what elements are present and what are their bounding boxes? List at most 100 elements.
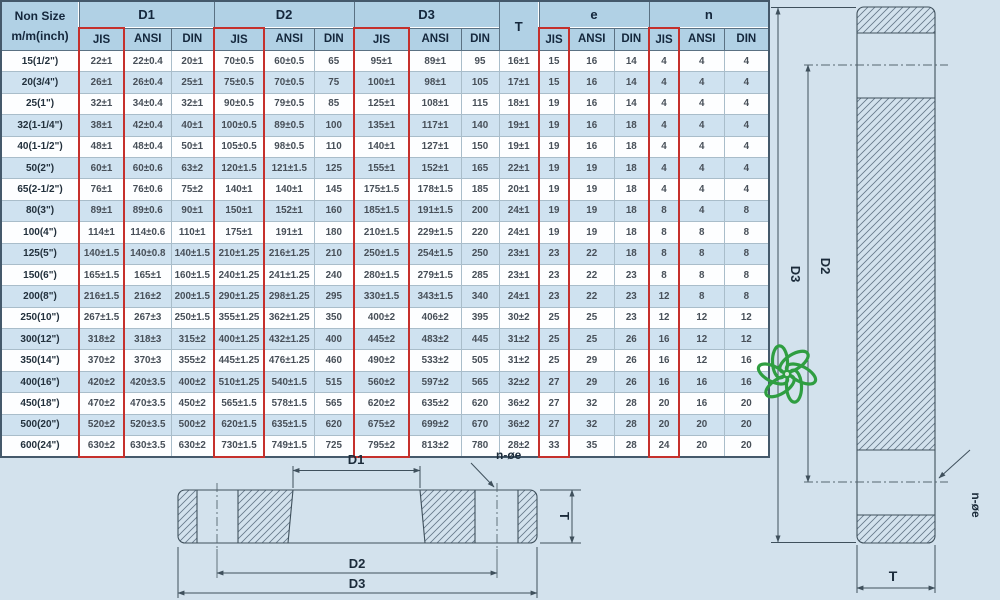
cell-d1-jis: 32±1 xyxy=(78,92,125,116)
cell-d3-din: 165 xyxy=(460,156,500,180)
cell-d3-ansi: 813±2 xyxy=(408,435,462,458)
cell-n-jis: 4 xyxy=(648,114,681,137)
cell-e-ansi: 19 xyxy=(568,178,615,201)
cell-d1-din: 20±1 xyxy=(170,49,215,73)
cell-d2-din: 180 xyxy=(313,221,355,244)
cell-e-din: 26 xyxy=(613,370,650,394)
cell-d3-jis: 250±1.5 xyxy=(353,242,410,265)
cell-d3-jis: 280±1.5 xyxy=(353,263,410,287)
cell-d2-jis: 400±1.25 xyxy=(213,328,265,351)
cell-n-jis: 16 xyxy=(648,370,681,394)
sub-header-e-ansi: ANSI xyxy=(568,27,615,51)
cell-d3-ansi: 254±1.5 xyxy=(408,242,462,265)
cell-d2-jis: 565±1.5 xyxy=(213,392,265,415)
cell-n-din: 8 xyxy=(723,221,770,244)
cell-d3-din: 95 xyxy=(460,49,500,73)
cell-d3-din: 200 xyxy=(460,199,500,223)
cell-d3-din: 670 xyxy=(460,413,500,437)
cell-d2-jis: 620±1.5 xyxy=(213,413,265,437)
cell-d1-jis: 48±1 xyxy=(78,135,125,158)
cell-d1-ansi: 420±3.5 xyxy=(123,370,172,394)
cell-d1-din: 160±1.5 xyxy=(170,263,215,287)
cell-d3-jis: 185±1.5 xyxy=(353,199,410,223)
hatch-regions xyxy=(857,7,935,543)
cell-d2-jis: 290±1.25 xyxy=(213,285,265,308)
cell-d3-jis: 560±2 xyxy=(353,370,410,394)
cell-d3-ansi: 343±1.5 xyxy=(408,285,462,308)
cell-n-jis: 4 xyxy=(648,178,681,201)
cell-d2-ansi: 70±0.5 xyxy=(263,71,315,94)
cell-n-din: 4 xyxy=(723,135,770,158)
cell-e-jis: 15 xyxy=(538,71,570,94)
cell-d2-din: 145 xyxy=(313,178,355,201)
cell-e-din: 26 xyxy=(613,349,650,372)
cell-d2-din: 100 xyxy=(313,114,355,137)
cell-d1-din: 75±2 xyxy=(170,178,215,201)
cell-d3-jis: 140±1 xyxy=(353,135,410,158)
sub-header-n-ansi: ANSI xyxy=(678,27,725,51)
cell-d3-din: 395 xyxy=(460,306,500,330)
cell-d2-jis: 240±1.25 xyxy=(213,263,265,287)
cell-d2-jis: 105±0.5 xyxy=(213,135,265,158)
cell-d2-ansi: 540±1.5 xyxy=(263,370,315,394)
cell-e-din: 23 xyxy=(613,306,650,330)
cell-e-ansi: 29 xyxy=(568,349,615,372)
cell-n-jis: 12 xyxy=(648,306,681,330)
cell-d2-ansi: 89±0.5 xyxy=(263,114,315,137)
cell-d3-jis: 100±1 xyxy=(353,71,410,94)
row-label: 300(12") xyxy=(0,328,80,351)
cell-n-ansi: 20 xyxy=(678,413,725,437)
group-header-t: T xyxy=(498,0,540,51)
cell-n-jis: 20 xyxy=(648,392,681,415)
cell-d1-jis: 318±2 xyxy=(78,328,125,351)
table-row: 300(12") 318±2 318±3 315±2 400±1.25 432±1.25 4… xyxy=(0,328,770,351)
cell-n-ansi: 12 xyxy=(678,349,725,372)
cell-d2-ansi: 298±1.25 xyxy=(263,285,315,308)
sub-header-n-din: DIN xyxy=(723,27,770,51)
cell-n-din: 4 xyxy=(723,92,770,116)
row-label: 65(2-1/2") xyxy=(0,178,80,201)
cell-n-din: 16 xyxy=(723,370,770,394)
cell-d2-jis: 730±1.5 xyxy=(213,435,265,458)
bore-wall-left xyxy=(287,489,294,544)
cell-e-jis: 19 xyxy=(538,135,570,158)
sub-header-n-jis: JIS xyxy=(648,27,681,51)
cell-d1-ansi: 470±3.5 xyxy=(123,392,172,415)
cell-e-ansi: 16 xyxy=(568,92,615,116)
cell-n-ansi: 16 xyxy=(678,370,725,394)
group-header-d2: D2 xyxy=(213,0,355,29)
table-row: 32(1-1/4") 38±1 42±0.4 40±1 100±0.5 89±0.5 100… xyxy=(0,114,770,137)
cell-d2-jis: 70±0.5 xyxy=(213,49,265,73)
table-row: 80(3") 89±1 89±0.6 90±1 150±1 152±1 160 185±1.5… xyxy=(0,199,770,223)
cell-n-jis: 20 xyxy=(648,413,681,437)
cell-n-ansi: 4 xyxy=(678,199,725,223)
cell-d1-ansi: 22±0.4 xyxy=(123,49,172,73)
cell-t: 23±1 xyxy=(498,263,540,287)
cell-d3-jis: 125±1 xyxy=(353,92,410,116)
cell-d1-ansi: 370±3 xyxy=(123,349,172,372)
cell-d1-din: 250±1.5 xyxy=(170,306,215,330)
cell-d1-ansi: 26±0.4 xyxy=(123,71,172,94)
sub-header-d3-jis: JIS xyxy=(353,27,410,51)
group-header-n: n xyxy=(648,0,770,29)
cell-n-din: 4 xyxy=(723,71,770,94)
dim-label-t: T xyxy=(557,512,572,520)
cell-d2-din: 85 xyxy=(313,92,355,116)
cell-e-ansi: 16 xyxy=(568,114,615,137)
cell-d1-jis: 520±2 xyxy=(78,413,125,437)
sub-header-d2-jis: JIS xyxy=(213,27,265,51)
cell-n-ansi: 4 xyxy=(678,135,725,158)
dim-t xyxy=(856,545,936,593)
cell-n-ansi: 12 xyxy=(678,306,725,330)
cell-n-din: 4 xyxy=(723,178,770,201)
cell-e-ansi: 32 xyxy=(568,413,615,437)
cell-d3-din: 340 xyxy=(460,285,500,308)
cell-t: 31±2 xyxy=(498,328,540,351)
cell-t: 36±2 xyxy=(498,413,540,437)
cell-d1-ansi: 89±0.6 xyxy=(123,199,172,223)
cell-d3-ansi: 108±1 xyxy=(408,92,462,116)
table-row: 15(1/2") 22±1 22±0.4 20±1 70±0.5 60±0.5 65 95±1… xyxy=(0,49,770,73)
cell-d1-ansi: 114±0.6 xyxy=(123,221,172,244)
cell-n-ansi: 8 xyxy=(678,263,725,287)
